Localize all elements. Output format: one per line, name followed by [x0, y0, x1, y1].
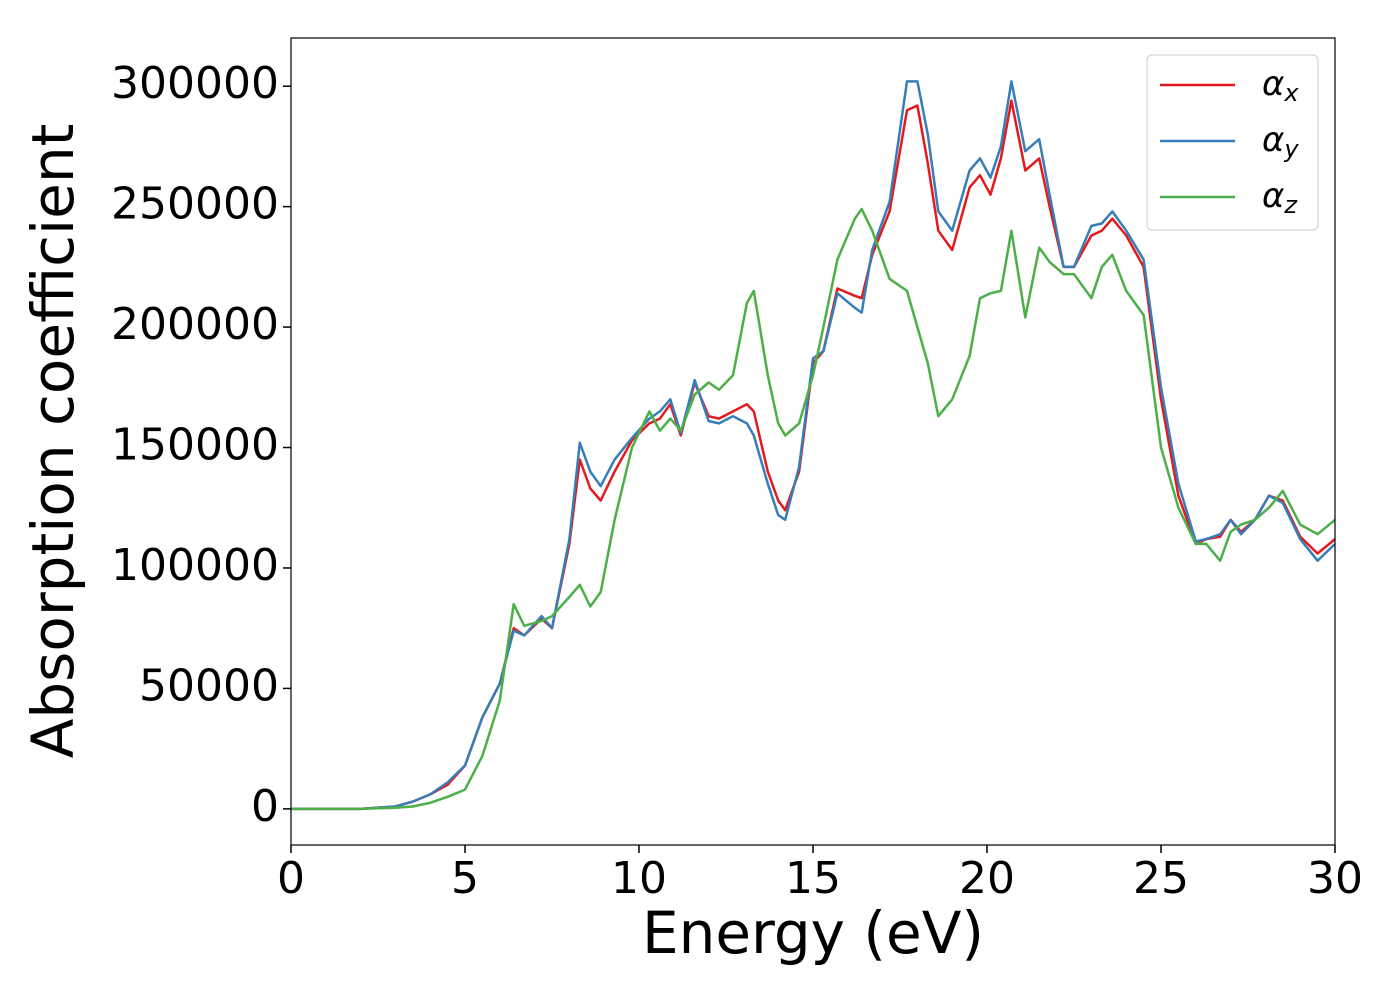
- legend-label: αy: [1262, 120, 1299, 164]
- y-tick-label: 300000: [111, 58, 279, 109]
- legend-box: [1146, 54, 1319, 231]
- x-tick-label: 20: [959, 853, 1015, 904]
- x-tick-label: 15: [785, 853, 841, 904]
- x-tick-label: 5: [451, 853, 479, 904]
- y-tick-label: 50000: [139, 660, 279, 711]
- series-line: [291, 207, 1336, 811]
- y-tick-label: 250000: [111, 179, 279, 230]
- x-tick-label: 0: [277, 853, 305, 904]
- x-axis-label: Energy (eV): [642, 899, 984, 967]
- y-tick-label: 0: [251, 781, 279, 832]
- series-line: [291, 80, 1336, 811]
- y-tick-label: 100000: [111, 540, 279, 591]
- axes-frame: [290, 37, 1336, 846]
- x-tick-label: 10: [611, 853, 667, 904]
- x-tick-label: 30: [1307, 853, 1363, 904]
- y-tick-label: 200000: [111, 299, 279, 350]
- legend-label: αz: [1262, 176, 1298, 220]
- y-axis-label: Absorption coefficient: [19, 124, 87, 759]
- legend-label: αx: [1262, 64, 1299, 108]
- y-tick-label: 150000: [111, 420, 279, 471]
- x-tick-label: 25: [1133, 853, 1189, 904]
